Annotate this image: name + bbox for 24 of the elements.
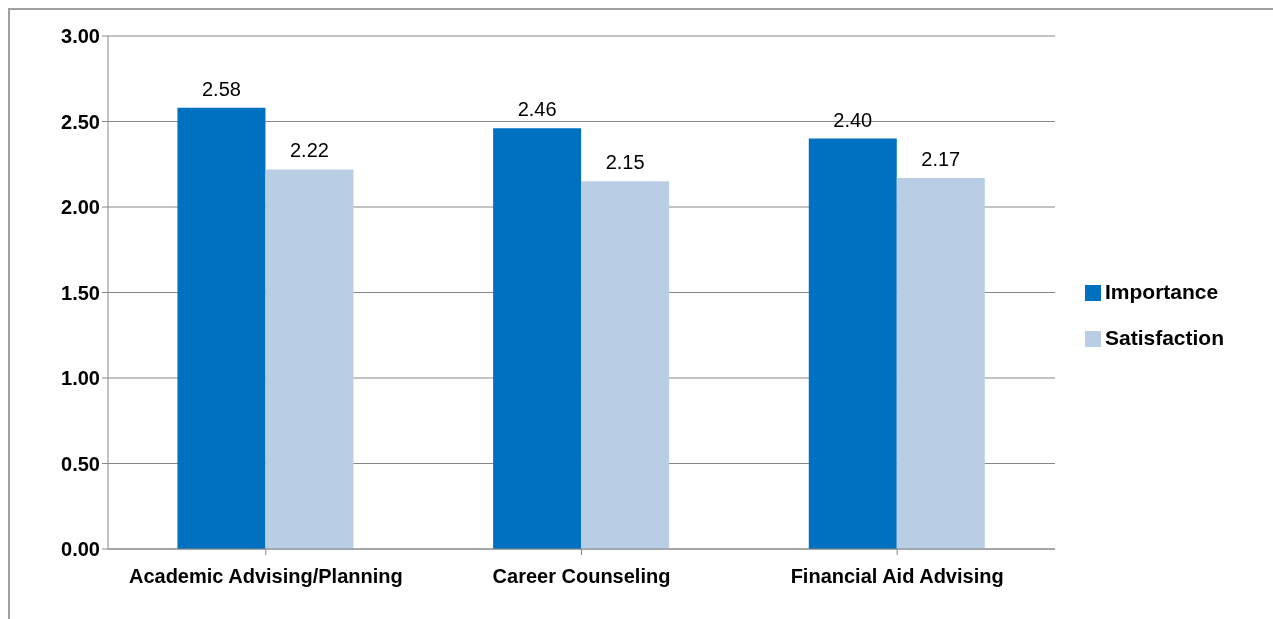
- data-label: 2.58: [201, 77, 241, 100]
- y-tick-label: 0.00: [61, 538, 100, 561]
- data-label: 2.46: [517, 98, 557, 121]
- data-label: 2.40: [833, 108, 873, 131]
- y-tick-label: 2.50: [61, 110, 100, 133]
- bar: [581, 181, 670, 549]
- y-tick-label: 0.50: [61, 452, 100, 475]
- bar: [177, 107, 266, 549]
- y-tick-label: 1.50: [61, 281, 100, 304]
- x-tick-label: Financial Aid Advising: [790, 565, 1004, 588]
- x-tick-label: Career Counseling: [492, 565, 671, 588]
- data-label: 2.17: [921, 147, 961, 170]
- y-tick-label: 2.00: [61, 196, 100, 219]
- legend-label: Importance: [1105, 279, 1219, 303]
- y-tick-label: 1.00: [61, 367, 100, 390]
- bar: [808, 138, 897, 549]
- x-tick-label: Academic Advising/Planning: [128, 565, 403, 588]
- data-label: 2.22: [289, 139, 329, 162]
- data-label: 2.15: [605, 151, 645, 174]
- legend-label: Satisfaction: [1105, 325, 1225, 349]
- y-tick-label: 3.00: [61, 25, 100, 48]
- bar: [265, 169, 354, 549]
- bar: [896, 177, 985, 549]
- bar: [493, 128, 582, 549]
